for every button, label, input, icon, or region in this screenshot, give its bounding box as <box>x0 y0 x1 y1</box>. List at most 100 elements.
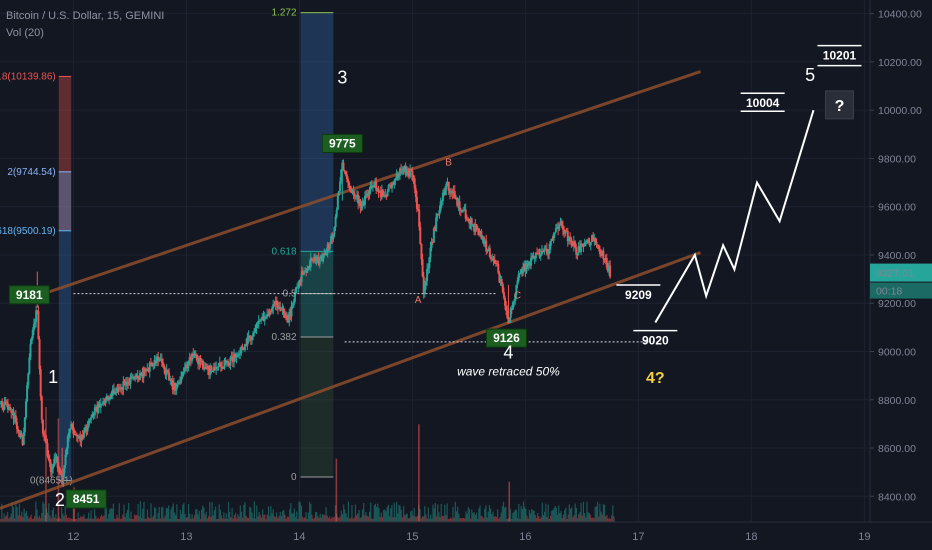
channel-upper-line <box>22 70 701 303</box>
volume-bar <box>497 509 499 522</box>
volume-bar <box>66 518 69 522</box>
candle-body <box>559 221 562 226</box>
candle-body <box>203 367 206 370</box>
volume-bar <box>58 517 60 522</box>
price-badge: 9181 <box>8 285 50 305</box>
candle-body <box>452 191 455 194</box>
volume-bar <box>22 517 24 522</box>
volume-bar <box>465 511 467 522</box>
volume-bar <box>352 518 354 522</box>
volume-bar <box>141 517 143 522</box>
candle-body <box>9 406 12 411</box>
volume-bar <box>251 512 253 522</box>
candle-body <box>594 238 597 243</box>
candle-body <box>188 357 191 361</box>
volume-bar <box>193 515 196 522</box>
volume-bar <box>311 514 313 522</box>
candle-body <box>335 209 338 217</box>
volume-bar <box>327 517 330 522</box>
candle-body <box>20 433 23 437</box>
volume-indicator-label[interactable]: Vol (20) <box>6 27 44 39</box>
volume-bar <box>440 503 442 522</box>
wave-label: 3 <box>337 68 347 88</box>
volume-bar <box>493 516 495 522</box>
volume-bar <box>178 518 180 522</box>
candle-body <box>397 175 400 178</box>
candle-body <box>18 431 21 437</box>
volume-bar <box>263 514 265 522</box>
candle-body <box>136 375 139 379</box>
volume-bar <box>103 515 105 522</box>
candle-body <box>316 257 319 261</box>
candle-body <box>516 280 519 285</box>
fib-zone-extension-low <box>58 230 72 481</box>
volume-bar <box>16 507 18 522</box>
candle-body <box>263 317 266 321</box>
candle-body <box>595 242 598 245</box>
candle-body <box>444 189 447 196</box>
volume-bar <box>495 516 498 522</box>
candle-body <box>383 194 386 196</box>
candle-body <box>393 180 396 185</box>
candle-body <box>252 333 255 337</box>
volume-bar <box>478 508 480 522</box>
volume-bar <box>370 502 372 522</box>
candle-body <box>412 178 415 180</box>
volume-bar <box>124 516 126 522</box>
candle-body <box>290 306 293 317</box>
volume-bar <box>571 507 573 522</box>
volume-bar <box>152 515 154 522</box>
candle-body <box>490 256 493 260</box>
candle-body <box>310 258 313 260</box>
candle-body <box>389 184 392 188</box>
volume-bar <box>442 515 445 522</box>
candle-body <box>272 304 275 309</box>
candle-body <box>14 415 17 422</box>
volume-bar <box>451 518 453 522</box>
candle-body <box>298 280 301 287</box>
candle-body <box>27 373 30 386</box>
candle-body <box>524 263 527 272</box>
candle-body <box>388 184 391 186</box>
target-label: 9020 <box>633 329 678 348</box>
volume-bar <box>246 517 248 522</box>
candle-body <box>66 436 69 449</box>
candle-body <box>104 400 107 404</box>
volume-bar <box>303 518 305 522</box>
volume-bar <box>513 511 515 522</box>
candle-body <box>589 242 592 246</box>
volume-bar <box>388 516 391 522</box>
volume-bar <box>274 516 277 522</box>
volume-bar <box>353 517 355 522</box>
volume-bar <box>361 509 364 522</box>
candle-body <box>26 385 29 402</box>
volume-bar <box>548 518 550 522</box>
volume-bar <box>312 518 314 522</box>
time-axis-label: 15 <box>406 531 418 543</box>
volume-bar <box>398 504 400 522</box>
volume-bar <box>121 518 123 522</box>
candle-body <box>598 249 601 255</box>
candle-body <box>458 201 461 210</box>
volume-bar <box>125 513 127 522</box>
question-box: ? <box>824 90 854 120</box>
price-badge-text: 8451 <box>73 492 100 506</box>
candle-body <box>73 434 76 436</box>
candle-body <box>587 239 590 244</box>
volume-bar <box>606 514 608 522</box>
candle-body <box>496 263 499 265</box>
candle-body <box>543 249 546 252</box>
symbol-title[interactable]: Bitcoin / U.S. Dollar, 15, GEMINI <box>6 10 165 22</box>
candle-body <box>401 169 404 171</box>
volume-bar <box>471 509 473 522</box>
volume-bar <box>41 513 43 522</box>
candle-body <box>28 357 31 374</box>
candle-body <box>285 315 288 320</box>
candle-body <box>208 365 211 376</box>
candle-body <box>117 388 120 390</box>
volume-bar <box>578 514 580 522</box>
volume-bar <box>529 513 532 522</box>
candle-body <box>561 226 564 230</box>
volume-bar <box>586 501 588 522</box>
